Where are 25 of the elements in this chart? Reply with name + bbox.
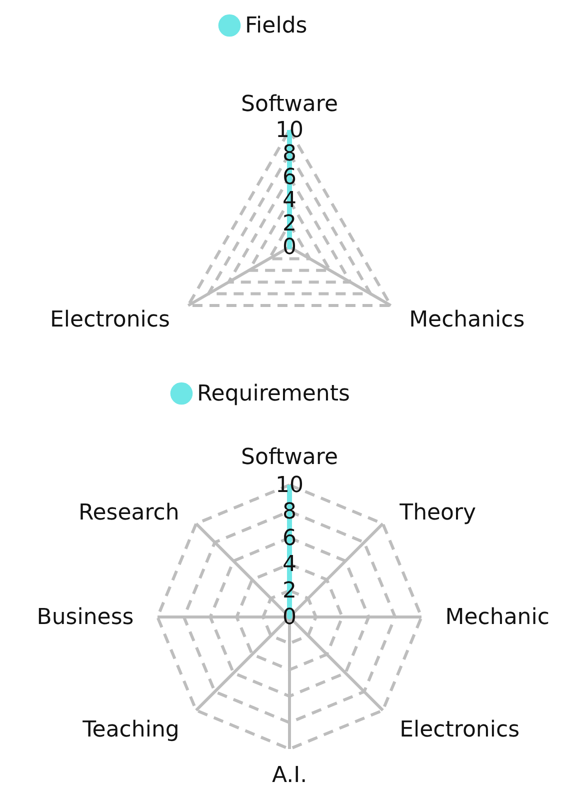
y-tick-label: 2: [282, 578, 296, 604]
spoke-label: Mechanics: [409, 308, 525, 333]
legend-label: Fields: [245, 14, 308, 38]
spoke-label: Electronics: [400, 717, 520, 742]
spoke-label: Mechanic: [445, 605, 550, 630]
spoke-label: Software: [241, 445, 338, 470]
spoke-label: A.I.: [272, 762, 308, 788]
y-tick-label: 8: [282, 141, 296, 166]
y-tick-label: 6: [282, 526, 296, 551]
y-tick-label: 6: [282, 164, 296, 190]
y-tick-label: 2: [282, 212, 296, 237]
spoke-label: Business: [36, 605, 134, 630]
spoke-label: Teaching: [82, 717, 180, 742]
spoke-label: Software: [241, 92, 338, 117]
spoke-label: Electronics: [50, 308, 170, 333]
y-tick-label: 10: [276, 118, 304, 143]
y-tick-label: 4: [282, 188, 296, 214]
legend-label: Requirements: [197, 382, 350, 406]
y-tick-label: 0: [282, 605, 296, 630]
y-tick-label: 8: [282, 499, 296, 524]
y-tick-label: 0: [282, 235, 296, 260]
y-tick-label: 10: [276, 473, 304, 498]
spoke-label: Research: [78, 500, 180, 526]
y-tick-label: 4: [282, 552, 296, 578]
spoke-label: Theory: [398, 500, 476, 526]
